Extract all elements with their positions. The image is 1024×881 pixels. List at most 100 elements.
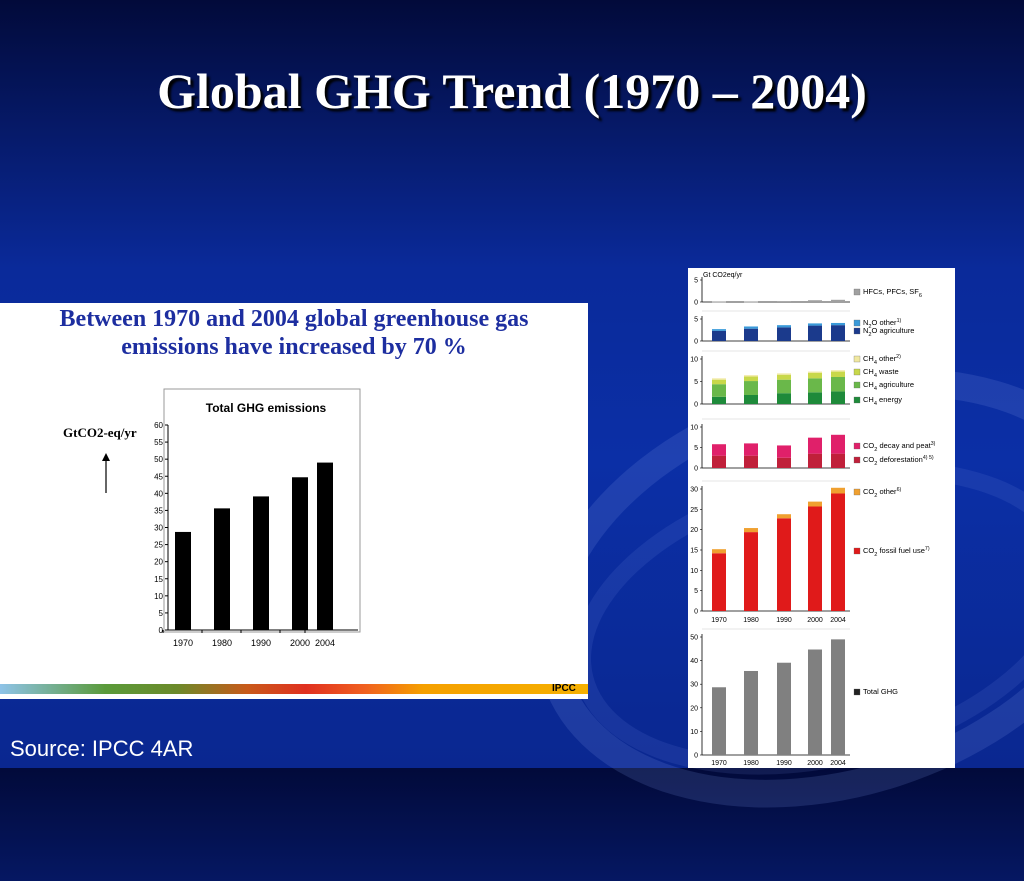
- y-tick-label: 10: [154, 592, 163, 601]
- y-tick-label: 40: [690, 658, 698, 665]
- bar-segment-2004: [831, 325, 845, 341]
- ipcc-color-strip: [0, 684, 588, 694]
- y-tick-label: 30: [690, 487, 698, 494]
- bar-segment-2004: [831, 493, 845, 611]
- bar-segment-1970: [712, 549, 726, 554]
- ipcc-tag: IPCC: [552, 683, 576, 694]
- x-tick-label: 1980: [212, 638, 232, 648]
- y-tick-label: 0: [694, 753, 698, 760]
- bar-segment-1990: [777, 457, 791, 468]
- legend-label: CH4 waste: [863, 367, 899, 379]
- y-tick-label: 0: [694, 466, 698, 473]
- bar-segment-2004: [831, 453, 845, 468]
- y-tick-label: 10: [690, 729, 698, 736]
- source-citation: Source: IPCC 4AR: [10, 736, 194, 761]
- x-tick-label: 2000: [807, 760, 823, 767]
- bar-segment-1990: [777, 514, 791, 519]
- bar-segment-2000: [808, 501, 822, 507]
- x-tick-label: 1970: [173, 638, 193, 648]
- bar-segment-2004: [831, 391, 845, 404]
- bar-segment-1980: [744, 670, 758, 755]
- bar-segment-1970: [712, 301, 726, 303]
- y-tick-label: 60: [154, 421, 163, 430]
- x-tick-label: 2004: [315, 638, 335, 648]
- legend-swatch: [853, 456, 861, 464]
- bar-segment-1980: [744, 376, 758, 382]
- legend-swatch: [853, 355, 861, 363]
- y-tick-label: 0: [694, 402, 698, 409]
- bar-segment-1990: [777, 327, 791, 341]
- legend-swatch: [853, 488, 861, 496]
- bar-segment-1990: [777, 445, 791, 458]
- y-tick-label: 20: [154, 558, 163, 567]
- y-tick-label: 50: [154, 455, 163, 464]
- total-ghg-bar-chart: Total GHG emissions 0 5 10 15 20 25 30 35 40 45 50 5…: [154, 388, 361, 648]
- slide-title: Global GHG Trend (1970 – 2004): [157, 63, 867, 119]
- y-tick-label: 20: [690, 527, 698, 534]
- bar-segment-2000: [808, 300, 822, 302]
- bar-segment-1990: [777, 301, 791, 302]
- bar-1970: [175, 531, 191, 630]
- bar-segment-2000: [808, 506, 822, 611]
- y-tick-label: 0: [694, 339, 698, 346]
- y-axis-label: GtCO2-eq/yr: [63, 425, 137, 440]
- legend-swatch: [853, 327, 861, 335]
- bar-segment-2004: [831, 370, 845, 372]
- bar-segment-2004: [831, 371, 845, 377]
- bar-segment-1980: [744, 328, 758, 341]
- y-tick-label: 30: [154, 524, 163, 533]
- legend-label: CO2 decay and peat3): [863, 441, 936, 453]
- bar-segment-1990: [777, 393, 791, 404]
- bar-segment-1990: [777, 518, 791, 611]
- y-tick-label: 15: [690, 548, 698, 555]
- y-tick-label: 30: [690, 682, 698, 689]
- bar-segment-1970: [712, 396, 726, 404]
- chart-title: Total GHG emissions: [206, 401, 327, 415]
- x-tick-label: 1990: [776, 617, 792, 624]
- x-tick-label: 2004: [830, 760, 846, 767]
- x-tick-label: 1990: [776, 760, 792, 767]
- legend-swatch: [853, 319, 861, 327]
- y-tick-label: 5: [694, 445, 698, 452]
- bar-segment-2000: [808, 649, 822, 755]
- y-tick-label: 45: [154, 472, 163, 481]
- legend-label: N2O agriculture: [863, 326, 914, 338]
- bar-2004: [317, 462, 333, 630]
- bar-segment-2000: [808, 325, 822, 341]
- legend-label: HFCs, PFCs, SF6: [863, 287, 922, 299]
- x-tick-label: 1970: [711, 617, 727, 624]
- legend-swatch: [853, 547, 861, 555]
- x-tick-label: 1990: [251, 638, 271, 648]
- bar-segment-1980: [744, 528, 758, 533]
- bar-segment-1970: [712, 384, 726, 397]
- bar-1980: [214, 508, 230, 630]
- bar-segment-2000: [808, 371, 822, 373]
- legend-swatch: [853, 288, 861, 296]
- bar-segment-2004: [831, 299, 845, 302]
- bar-segment-1980: [744, 375, 758, 377]
- bar-segment-1970: [712, 687, 726, 755]
- bar-segment-2000: [808, 453, 822, 468]
- y-tick-label: 5: [694, 317, 698, 324]
- x-tick-label: 1980: [743, 617, 759, 624]
- bar-segment-1990: [777, 373, 791, 375]
- ghg-breakdown-figure: Gt CO2eq/yr 0 5 0 5 0 5 10 0 5 10 0 5 10 15 20 25 30 0 10 20…: [688, 268, 955, 768]
- stacked-breakdown-chart: Gt CO2eq/yr05050510051005101520253001020…: [690, 272, 936, 767]
- y-tick-label: 5: [694, 379, 698, 386]
- legend-label: CH4 other2): [863, 354, 901, 366]
- bar-segment-2000: [808, 437, 822, 454]
- bar-segment-2000: [808, 392, 822, 404]
- legend-swatch: [853, 368, 861, 376]
- y-tick-label: 25: [154, 541, 163, 550]
- x-tick-label: 1970: [711, 760, 727, 767]
- legend-label: CO2 other6): [863, 487, 901, 499]
- y-tick-label: 40: [154, 489, 163, 498]
- x-tick-label: 2000: [807, 617, 823, 624]
- x-tick-label: 2000: [290, 638, 310, 648]
- bar-1990: [253, 496, 269, 630]
- legend-label: CO2 deforestation4) 5): [863, 455, 934, 467]
- legend-swatch: [853, 688, 861, 696]
- bar-segment-1970: [712, 553, 726, 611]
- unit-label: Gt CO2eq/yr: [703, 272, 743, 279]
- y-tick-label: 5: [159, 609, 164, 618]
